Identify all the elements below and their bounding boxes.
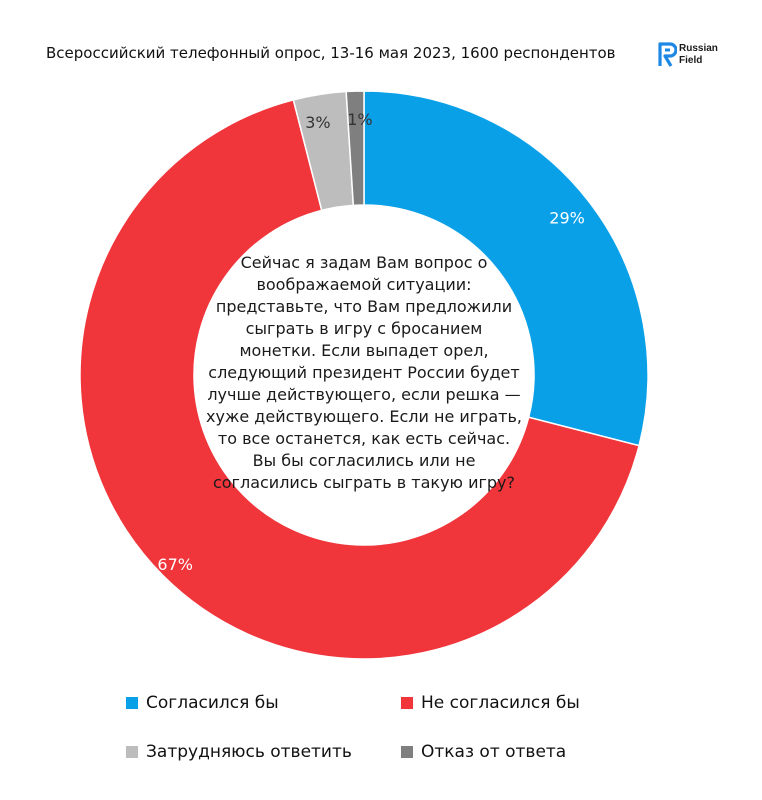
chart-title: Всероссийский телефонный опрос, 13-16 ма… xyxy=(46,44,616,62)
data-label-unsure: 3% xyxy=(305,113,330,132)
legend-label-agree: Согласился бы xyxy=(146,693,279,713)
logo-text-line1: Russian xyxy=(679,43,718,54)
legend-item-unsure: Затрудняюсь ответить xyxy=(126,742,352,762)
legend-swatch-disagree xyxy=(401,697,413,709)
slice-disagree xyxy=(79,99,640,660)
logo-text-line2: Field xyxy=(679,55,703,66)
data-label-refused: 1% xyxy=(347,110,372,129)
legend-item-refused: Отказ от ответа xyxy=(401,742,566,762)
legend-item-agree: Согласился бы xyxy=(126,693,279,713)
legend-label-unsure: Затрудняюсь ответить xyxy=(146,742,352,762)
slice-refused xyxy=(345,90,365,207)
question-text: Сейчас я задам Вам вопрос о воображаемой… xyxy=(206,253,522,492)
legend-swatch-agree xyxy=(126,697,138,709)
russian-field-logo: Russian Field xyxy=(657,40,757,74)
legend-item-disagree: Не согласился бы xyxy=(401,693,580,713)
legend-swatch-unsure xyxy=(126,746,138,758)
legend-label-disagree: Не согласился бы xyxy=(421,693,580,713)
slice-agree xyxy=(363,90,649,447)
logo-icon xyxy=(658,42,678,67)
legend-label-refused: Отказ от ответа xyxy=(421,742,567,762)
data-label-disagree: 67% xyxy=(157,555,193,574)
legend-swatch-refused xyxy=(401,746,413,758)
data-label-agree: 29% xyxy=(549,208,585,227)
